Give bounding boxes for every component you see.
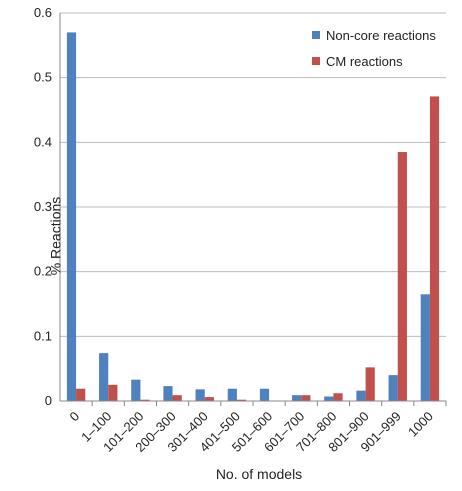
y-tick-label: 0.6 (34, 5, 52, 20)
bar-cm-5 (236, 399, 247, 401)
bar-cm-0 (76, 388, 86, 401)
bar-cm-11 (429, 96, 440, 402)
legend: Non-core reactions CM reactions (312, 22, 436, 74)
gridlines (60, 12, 446, 337)
x-tick-label: 1000 (405, 409, 436, 440)
bar-non-core-4 (195, 389, 205, 401)
bar-cm-7 (301, 395, 311, 401)
legend-item-non-core: Non-core reactions (312, 22, 436, 48)
legend-label-cm: CM reactions (326, 53, 403, 69)
bar-cm-1 (108, 384, 118, 401)
bar-cm-8 (333, 393, 343, 401)
y-tick-label: 0.1 (34, 328, 52, 343)
bar-non-core-0 (66, 32, 77, 402)
bar-non-core-1 (99, 353, 109, 401)
bar-non-core-6 (259, 388, 270, 401)
legend-item-cm: CM reactions (312, 48, 436, 74)
y-tick-label: 0 (45, 393, 52, 408)
bars (66, 32, 440, 402)
bar-non-core-7 (292, 395, 302, 401)
x-tick-label: 0 (66, 409, 82, 425)
y-tick-label: 0.3 (34, 199, 52, 214)
bar-cm-2 (140, 399, 150, 401)
bar-cm-4 (204, 397, 214, 401)
bar-non-core-2 (131, 379, 141, 401)
y-tick-label: 0.4 (34, 134, 52, 149)
bar-non-core-5 (227, 388, 237, 401)
legend-label-non-core: Non-core reactions (326, 27, 436, 43)
legend-swatch-cm (312, 57, 320, 65)
y-axis-label: % Reactions (47, 196, 64, 276)
bar-non-core-10 (388, 375, 398, 401)
bar-non-core-3 (163, 386, 173, 401)
legend-swatch-non-core (312, 31, 320, 39)
bar-cm-3 (172, 395, 182, 401)
x-tick-labels: 01–100101–200200–300301–400401–500501–60… (66, 401, 447, 455)
bar-non-core-11 (420, 294, 430, 401)
bar-non-core-8 (324, 396, 334, 401)
bar-non-core-9 (356, 390, 366, 401)
bar-cm-9 (365, 367, 375, 401)
bar-cm-10 (397, 152, 407, 401)
y-tick-label: 0.5 (34, 70, 52, 85)
y-tick-labels: 0 0.1 0.2 0.3 0.4 0.5 0.6 (34, 5, 52, 408)
x-axis-label: No. of models (215, 466, 303, 482)
y-tick-label: 0.2 (34, 264, 52, 279)
